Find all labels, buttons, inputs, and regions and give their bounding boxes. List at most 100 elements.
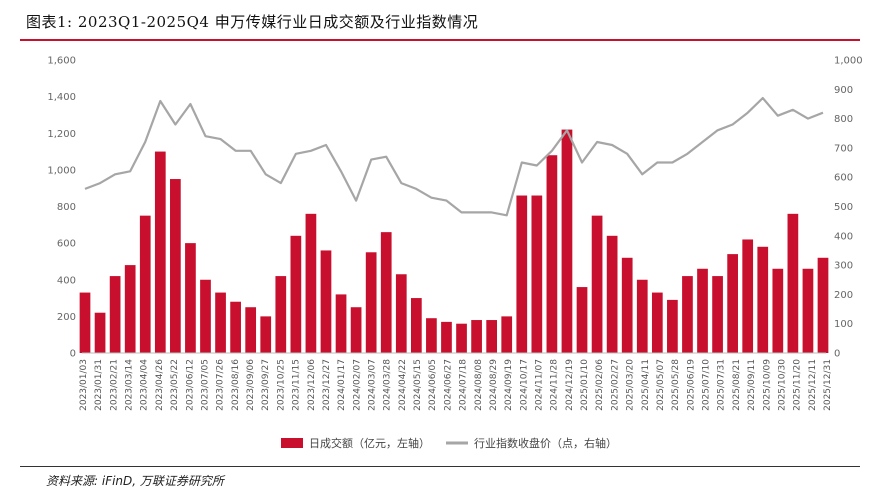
bar — [305, 213, 317, 353]
bar — [636, 279, 648, 353]
legend-bar-swatch — [281, 438, 303, 448]
x-tick-label: 2023/12/06 — [307, 359, 317, 411]
x-tick-label: 2023/04/26 — [155, 359, 165, 411]
x-tick-label: 2025/07/31 — [717, 359, 727, 411]
x-tick-label: 2023/05/22 — [170, 359, 180, 411]
bar — [94, 312, 106, 353]
bar — [757, 246, 769, 353]
left-tick-label: 600 — [57, 239, 76, 250]
bar — [772, 268, 784, 353]
source-note: 资料来源: iFinD, 万联证券研究所 — [46, 474, 224, 488]
bar — [200, 279, 211, 353]
x-tick-label: 2024/08/29 — [489, 359, 499, 411]
legend: 日成交额（亿元，左轴） 行业指数收盘价（点，右轴） — [281, 436, 617, 450]
bar — [802, 268, 814, 353]
x-tick-label: 2025/04/11 — [641, 359, 651, 411]
bar — [651, 292, 663, 353]
left-tick-label: 800 — [57, 202, 76, 213]
right-tick-label: 500 — [834, 202, 853, 213]
x-tick-label: 2024/08/08 — [474, 359, 484, 411]
bar — [697, 268, 708, 353]
left-tick-label: 400 — [57, 275, 76, 286]
bar — [667, 299, 678, 353]
x-tick-label: 2025/12/31 — [823, 359, 833, 411]
bar — [546, 155, 558, 353]
bar — [109, 276, 121, 353]
title-bar: 图表1: 2023Q1-2025Q4 申万传媒行业日成交额及行业指数情况 — [0, 0, 884, 40]
bar — [531, 195, 543, 353]
bar — [290, 235, 302, 353]
left-tick-label: 1,600 — [47, 56, 76, 67]
x-tick-label: 2023/03/14 — [125, 359, 135, 411]
legend-line-label: 行业指数收盘价（点，右轴） — [474, 436, 617, 450]
x-tick-label: 2025/05/07 — [656, 359, 666, 411]
bar — [426, 318, 437, 353]
bar — [591, 215, 603, 353]
bar — [170, 179, 181, 353]
x-tick-label: 2024/12/19 — [565, 359, 575, 411]
legend-bar-label: 日成交额（亿元，左轴） — [309, 436, 430, 450]
x-tick-label: 2023/04/04 — [140, 359, 150, 411]
bar — [456, 323, 467, 353]
x-tick-label: 2023/12/27 — [322, 359, 332, 411]
bar — [365, 252, 377, 353]
bar — [335, 294, 347, 353]
bar — [380, 232, 392, 353]
left-tick-label: 200 — [57, 312, 76, 323]
bar — [727, 254, 738, 353]
bar — [410, 298, 422, 353]
x-tick-label: 2024/06/05 — [428, 359, 438, 411]
left-tick-label: 1,400 — [47, 92, 76, 103]
bar — [516, 195, 528, 353]
x-tick-label: 2025/09/11 — [747, 359, 757, 411]
bar — [230, 301, 241, 353]
left-tick-label: 1,200 — [47, 129, 76, 140]
x-tick-label: 2023/08/16 — [231, 359, 241, 411]
bar — [712, 276, 723, 353]
bar — [185, 243, 196, 353]
left-tick-label: 1,000 — [47, 165, 76, 176]
bar — [275, 276, 287, 353]
x-tick-label: 2024/05/15 — [413, 359, 423, 411]
x-tick-label: 2023/07/26 — [216, 359, 226, 411]
line-series — [84, 96, 824, 217]
bar — [486, 320, 498, 353]
bar-series — [79, 129, 829, 353]
x-tick-label: 2024/09/19 — [504, 359, 514, 411]
x-tick-label: 2025/07/10 — [702, 359, 712, 411]
right-tick-label: 700 — [834, 143, 853, 154]
bar — [245, 307, 257, 353]
x-tick-label: 2023/06/12 — [185, 359, 195, 411]
bar — [124, 265, 136, 353]
left-axis-ticks: 0 200 400 600 800 1,000 1,200 1,400 1,600 — [47, 56, 76, 360]
x-tick-label: 2025/10/09 — [762, 359, 772, 411]
right-tick-label: 400 — [834, 231, 853, 242]
x-tick-label: 2025/11/20 — [793, 359, 803, 411]
right-tick-label: 600 — [834, 173, 853, 184]
x-tick-label: 2024/11/28 — [550, 359, 560, 411]
right-tick-label: 0 — [834, 349, 840, 360]
bar — [350, 307, 362, 353]
right-tick-label: 800 — [834, 114, 853, 125]
bar — [320, 250, 332, 353]
x-tick-label: 2023/01/03 — [79, 359, 89, 411]
right-tick-label: 1,000 — [834, 56, 863, 67]
x-tick-label: 2024/07/18 — [459, 359, 469, 411]
x-tick-label: 2024/02/07 — [352, 359, 362, 411]
bar — [79, 292, 91, 353]
bar — [139, 215, 151, 353]
bar — [576, 287, 588, 353]
x-tick-label: 2024/01/17 — [337, 359, 347, 411]
x-tick-label: 2025/12/11 — [808, 359, 818, 411]
x-tick-label: 2024/06/27 — [443, 359, 453, 411]
chart: 0 200 400 600 800 1,000 1,200 1,400 1,600 0 100 20… — [47, 56, 863, 451]
x-tick-label: 2025/06/19 — [686, 359, 696, 411]
x-tick-label: 2025/08/21 — [732, 359, 742, 411]
x-tick-label: 2023/01/31 — [94, 359, 104, 411]
x-tick-label: 2025/03/20 — [626, 359, 636, 411]
x-tick-label: 2025/10/30 — [777, 359, 787, 411]
right-axis-ticks: 0 100 200 300 400 500 600 700 800 900 1,000 — [834, 56, 863, 360]
x-tick-label: 2024/03/28 — [383, 359, 393, 411]
x-tick-label: 2025/02/06 — [595, 359, 605, 411]
right-tick-label: 900 — [834, 85, 853, 96]
